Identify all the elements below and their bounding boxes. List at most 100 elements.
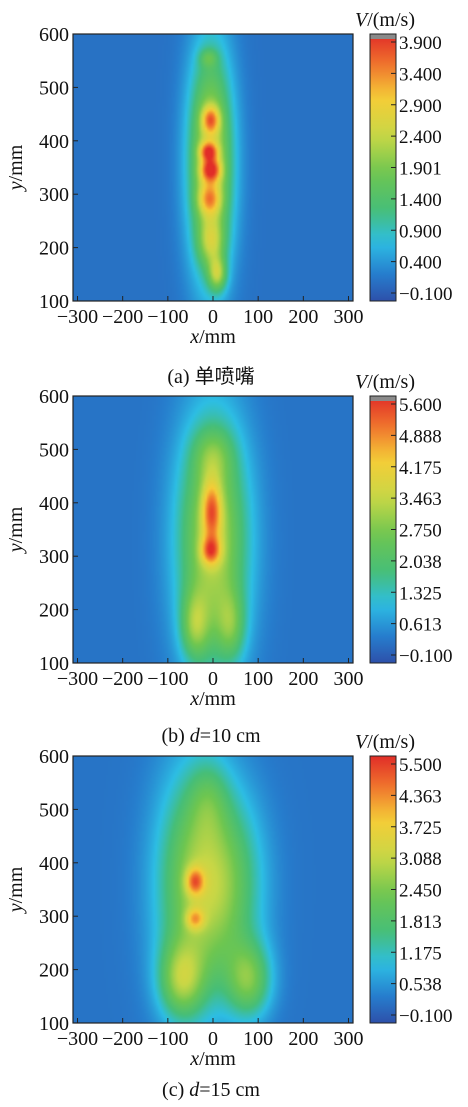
x-tick-label: −200 <box>102 1028 143 1050</box>
colorbar-title-unit: /(m/s) <box>367 371 415 393</box>
colorbar-tick-label: 2.038 <box>399 552 442 573</box>
colorbar-tick-label: −0.100 <box>399 646 452 667</box>
x-axis-unit: /mm <box>199 326 236 348</box>
x-tick-label: 200 <box>288 1028 318 1050</box>
colorbar-tick-label: 2.900 <box>399 96 442 117</box>
colorbar-tick-label: 3.400 <box>399 64 442 85</box>
colorbar-tick-label: 1.901 <box>399 159 442 180</box>
y-tick-label: 400 <box>39 131 69 153</box>
x-tick-label: −100 <box>147 1028 188 1050</box>
y-axis-label: y/mm <box>5 506 27 554</box>
colorbar-overflow-cap <box>370 396 396 401</box>
colorbar-tick-label: 1.400 <box>399 190 442 211</box>
y-tick-label: 600 <box>39 386 69 408</box>
colorbar-title-unit: /(m/s) <box>367 731 415 753</box>
x-tick-label: 200 <box>288 306 318 328</box>
x-tick-label: 300 <box>333 668 363 690</box>
y-tick-label: 100 <box>39 653 69 675</box>
y-tick-label: 300 <box>39 184 69 206</box>
colorbar-tick-label: 3.088 <box>399 849 442 870</box>
x-tick-label: −300 <box>57 1028 98 1050</box>
x-axis-label: x/mm <box>189 1048 236 1070</box>
colorbar-tick-label: 1.325 <box>399 583 442 604</box>
x-tick-label: 300 <box>333 306 363 328</box>
x-tick-label: 0 <box>208 306 218 328</box>
caption-part: (b) <box>161 725 189 747</box>
caption-part: =15 cm <box>199 1079 260 1101</box>
x-tick-label: −100 <box>147 668 188 690</box>
caption-part: =10 cm <box>200 725 261 747</box>
y-tick-label: 400 <box>39 493 69 515</box>
colorbar-title-var: V <box>355 9 370 31</box>
colorbar-tick-label: 0.538 <box>399 975 442 996</box>
colorbar-title-unit: /(m/s) <box>367 9 415 31</box>
colorbar-overflow-cap <box>370 34 396 39</box>
colorbar-tick-label: 2.450 <box>399 881 442 902</box>
x-tick-label: 200 <box>288 668 318 690</box>
panel-caption: (b) d=10 cm <box>161 725 260 747</box>
x-tick-label: −200 <box>102 668 143 690</box>
y-tick-label: 600 <box>39 24 69 46</box>
chart-panel-2: −300 −200 −100 0 100 200 300 600 500 400 300 200 100… <box>5 371 452 747</box>
colorbar-tick-label: 0.613 <box>399 615 442 636</box>
y-tick-label: 600 <box>39 746 69 768</box>
y-axis-var: y <box>5 903 27 914</box>
colorbar-tick-label: −0.100 <box>399 1006 452 1027</box>
x-tick-label: −300 <box>57 668 98 690</box>
colorbar-tick-label: 0.900 <box>399 221 442 242</box>
x-tick-label: −100 <box>147 306 188 328</box>
colorbar-tick-label: 4.175 <box>399 458 442 479</box>
colorbar-tick-label: 5.600 <box>399 395 442 416</box>
colorbar-title: V/(m/s) <box>355 371 415 393</box>
x-axis-unit: /mm <box>199 688 236 710</box>
y-axis-var: y <box>5 181 27 192</box>
y-axis-unit: /mm <box>5 866 27 903</box>
x-tick-label: 100 <box>243 306 273 328</box>
colorbar-tick-label: 5.500 <box>399 755 442 776</box>
colorbar-title: V/(m/s) <box>355 9 415 31</box>
caption-part: (c) <box>162 1079 189 1101</box>
colorbar-tick-label: 2.750 <box>399 521 442 542</box>
y-tick-label: 200 <box>39 960 69 982</box>
y-tick-label: 200 <box>39 238 69 260</box>
y-tick-label: 500 <box>39 77 69 99</box>
heatmap-field <box>73 34 353 301</box>
y-tick-label: 200 <box>39 600 69 622</box>
y-tick-label: 300 <box>39 546 69 568</box>
y-tick-label: 500 <box>39 439 69 461</box>
x-tick-label: 100 <box>243 668 273 690</box>
colorbar-title-var: V <box>355 731 370 753</box>
x-tick-label: −200 <box>102 306 143 328</box>
colorbar-tick-label: 4.888 <box>399 426 442 447</box>
x-tick-label: 300 <box>333 1028 363 1050</box>
y-tick-label: 400 <box>39 853 69 875</box>
chart-panel-1: −300 −200 −100 0 100 200 300 600 500 400 300 200 100… <box>5 9 452 388</box>
colorbar-tick-label: 1.175 <box>399 943 442 964</box>
colorbar-tick-label: 4.363 <box>399 786 442 807</box>
y-axis-label: y/mm <box>5 144 27 192</box>
heatmap-field <box>73 756 353 1023</box>
colorbar-tick-label: 0.400 <box>399 253 442 274</box>
y-tick-label: 100 <box>39 291 69 313</box>
chart-panel-3: −300 −200 −100 0 100 200 300 600 500 400 300 200 100… <box>5 731 452 1101</box>
y-axis-unit: /mm <box>5 144 27 181</box>
x-axis-label: x/mm <box>189 688 236 710</box>
y-tick-label: 100 <box>39 1013 69 1035</box>
y-axis-var: y <box>5 543 27 554</box>
x-tick-label: 100 <box>243 1028 273 1050</box>
x-tick-label: 0 <box>208 1028 218 1050</box>
x-axis-var: x <box>189 1048 199 1070</box>
colorbar-tick-label: 3.900 <box>399 33 442 54</box>
y-tick-label: 300 <box>39 906 69 928</box>
colorbar-tick-label: 1.813 <box>399 912 442 933</box>
heatmap-field <box>73 396 353 663</box>
colorbar-title: V/(m/s) <box>355 731 415 753</box>
x-tick-label: 0 <box>208 668 218 690</box>
colorbar-tick-label: 3.463 <box>399 489 442 510</box>
caption-part: d <box>189 1079 200 1101</box>
y-axis-label: y/mm <box>5 866 27 914</box>
colorbar-title-var: V <box>355 371 370 393</box>
x-axis-unit: /mm <box>199 1048 236 1070</box>
colorbar-tick-label: 3.725 <box>399 818 442 839</box>
